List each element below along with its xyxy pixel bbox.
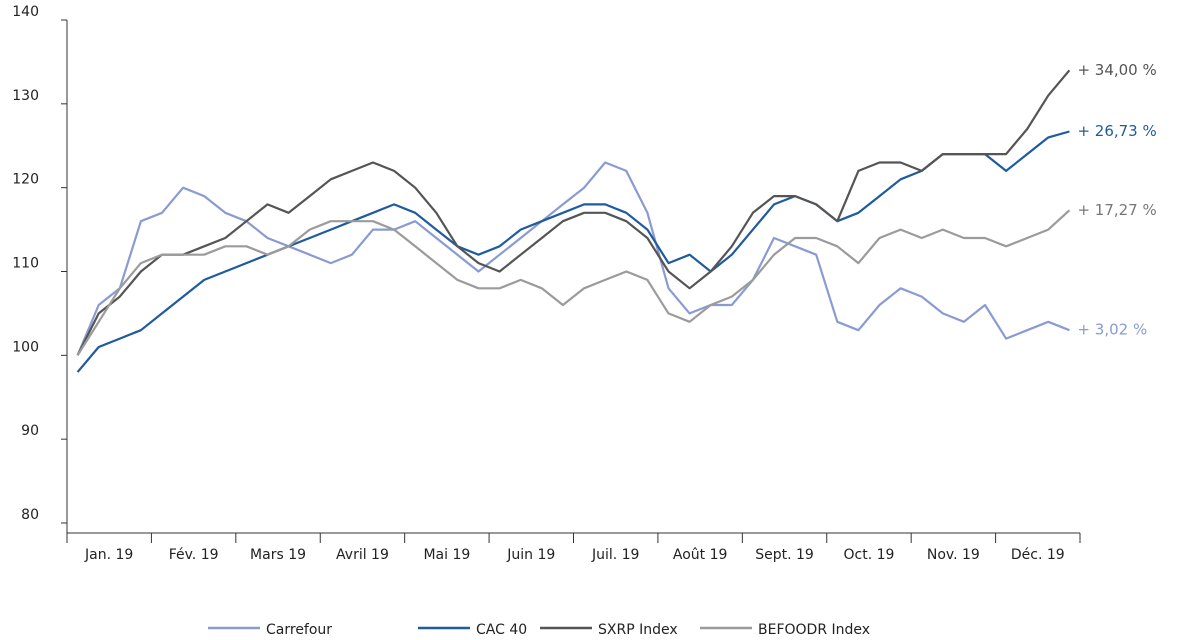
series-line (76, 69, 1071, 356)
x-tick-label: Oct. 19 (843, 547, 894, 563)
legend-label: SXRP Index (598, 622, 678, 638)
series-line (76, 130, 1070, 373)
x-tick-label: Mars 19 (250, 547, 306, 563)
x-tick-label: Août 19 (673, 547, 728, 563)
y-tick-label: 90 (21, 423, 39, 439)
y-tick-label: 110 (12, 256, 39, 272)
x-tick-label: Juin 19 (506, 547, 555, 563)
y-tick-label: 100 (12, 339, 39, 355)
x-tick-label: Déc. 19 (1011, 547, 1065, 563)
x-tick-label: Mai 19 (423, 547, 470, 563)
legend-label: BEFOODR Index (758, 622, 870, 638)
x-tick-label: Jan. 19 (84, 547, 133, 563)
end-label: + 17,27 % (1077, 201, 1156, 219)
series-line (76, 209, 1071, 356)
y-tick-label: 120 (12, 172, 39, 188)
legend-label: Carrefour (266, 622, 332, 638)
y-tick-label: 130 (12, 88, 39, 104)
y-tick-label: 80 (21, 507, 39, 523)
x-tick-label: Nov. 19 (927, 547, 980, 563)
x-tick-label: Fév. 19 (169, 547, 219, 563)
series-line (76, 161, 1070, 356)
legend-label: CAC 40 (476, 622, 527, 638)
x-tick-label: Juil. 19 (591, 547, 640, 563)
end-label: + 34,00 % (1077, 61, 1156, 79)
end-label: + 26,73 % (1077, 122, 1156, 140)
x-tick-label: Sept. 19 (755, 547, 814, 563)
end-label: + 3,02 % (1077, 321, 1147, 339)
y-tick-label: 140 (12, 4, 39, 20)
x-tick-label: Avril 19 (336, 547, 389, 563)
